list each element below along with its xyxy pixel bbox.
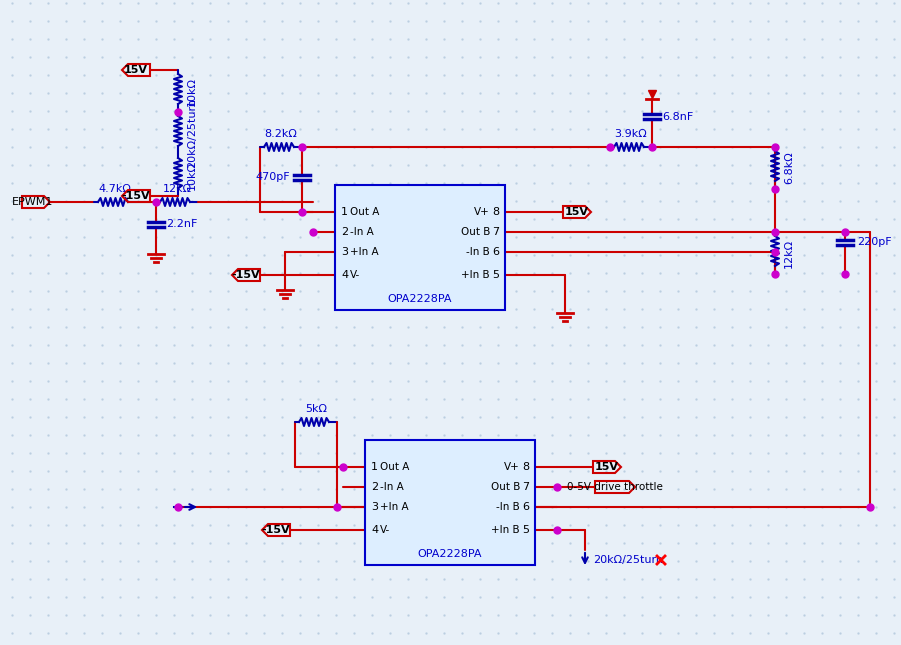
Text: 5kΩ: 5kΩ (305, 404, 327, 414)
Text: V-: V- (380, 525, 390, 535)
Text: +In B: +In B (461, 270, 490, 280)
Text: 20kΩ/25turn: 20kΩ/25turn (593, 555, 663, 565)
Text: 7: 7 (522, 482, 529, 492)
Text: 470pF: 470pF (255, 172, 290, 182)
Text: 2: 2 (371, 482, 378, 492)
Text: -In B: -In B (496, 502, 520, 512)
Text: EPWM1: EPWM1 (13, 197, 54, 207)
Text: 8: 8 (492, 207, 499, 217)
Text: V+: V+ (474, 207, 490, 217)
Bar (335, 185, 505, 310)
Text: 15V: 15V (595, 462, 619, 472)
Text: 5: 5 (522, 525, 529, 535)
Text: 4.7kΩ: 4.7kΩ (98, 184, 132, 194)
Text: 10kΩ: 10kΩ (187, 161, 197, 190)
Text: 3: 3 (341, 247, 348, 257)
Text: Out A: Out A (350, 207, 379, 217)
Text: V-: V- (350, 270, 360, 280)
Text: 5: 5 (492, 270, 499, 280)
Text: -In A: -In A (380, 482, 404, 492)
Text: OPA2228PA: OPA2228PA (387, 294, 452, 304)
Text: 15V: 15V (124, 65, 148, 75)
Text: -In A: -In A (350, 227, 374, 237)
Text: 4: 4 (341, 270, 348, 280)
Text: 20kΩ/25turn: 20kΩ/25turn (187, 98, 197, 168)
Text: Out B: Out B (491, 482, 520, 492)
Text: V+: V+ (505, 462, 520, 472)
Text: 15V: 15V (565, 207, 589, 217)
Text: 10kΩ: 10kΩ (187, 77, 197, 106)
Text: Out B: Out B (460, 227, 490, 237)
Text: -In B: -In B (466, 247, 490, 257)
Text: Out A: Out A (380, 462, 409, 472)
Text: 7: 7 (492, 227, 499, 237)
Bar (365, 440, 535, 565)
Text: -15V: -15V (261, 525, 290, 535)
Text: 6.8kΩ: 6.8kΩ (784, 152, 794, 184)
Text: 2: 2 (341, 227, 348, 237)
Text: 2.2nF: 2.2nF (166, 219, 197, 229)
Text: 3.9kΩ: 3.9kΩ (614, 129, 648, 139)
Text: OPA2228PA: OPA2228PA (418, 549, 482, 559)
Text: 1: 1 (341, 207, 348, 217)
Text: 0-5V drive throttle: 0-5V drive throttle (567, 482, 663, 492)
Text: 8: 8 (522, 462, 529, 472)
Text: 6: 6 (492, 247, 499, 257)
Text: 6: 6 (522, 502, 529, 512)
Text: 6.8nF: 6.8nF (662, 112, 693, 122)
Text: 4: 4 (371, 525, 378, 535)
Text: -15V: -15V (232, 270, 260, 280)
Text: 220pF: 220pF (857, 237, 892, 247)
Text: +In A: +In A (380, 502, 409, 512)
Text: 12kΩ: 12kΩ (162, 184, 192, 194)
Text: 8.2kΩ: 8.2kΩ (265, 129, 297, 139)
Text: -15V: -15V (122, 191, 150, 201)
Text: 1: 1 (371, 462, 378, 472)
Text: 3: 3 (371, 502, 378, 512)
Text: +In A: +In A (350, 247, 378, 257)
Text: 12kΩ: 12kΩ (784, 239, 794, 268)
Text: +In B: +In B (491, 525, 520, 535)
